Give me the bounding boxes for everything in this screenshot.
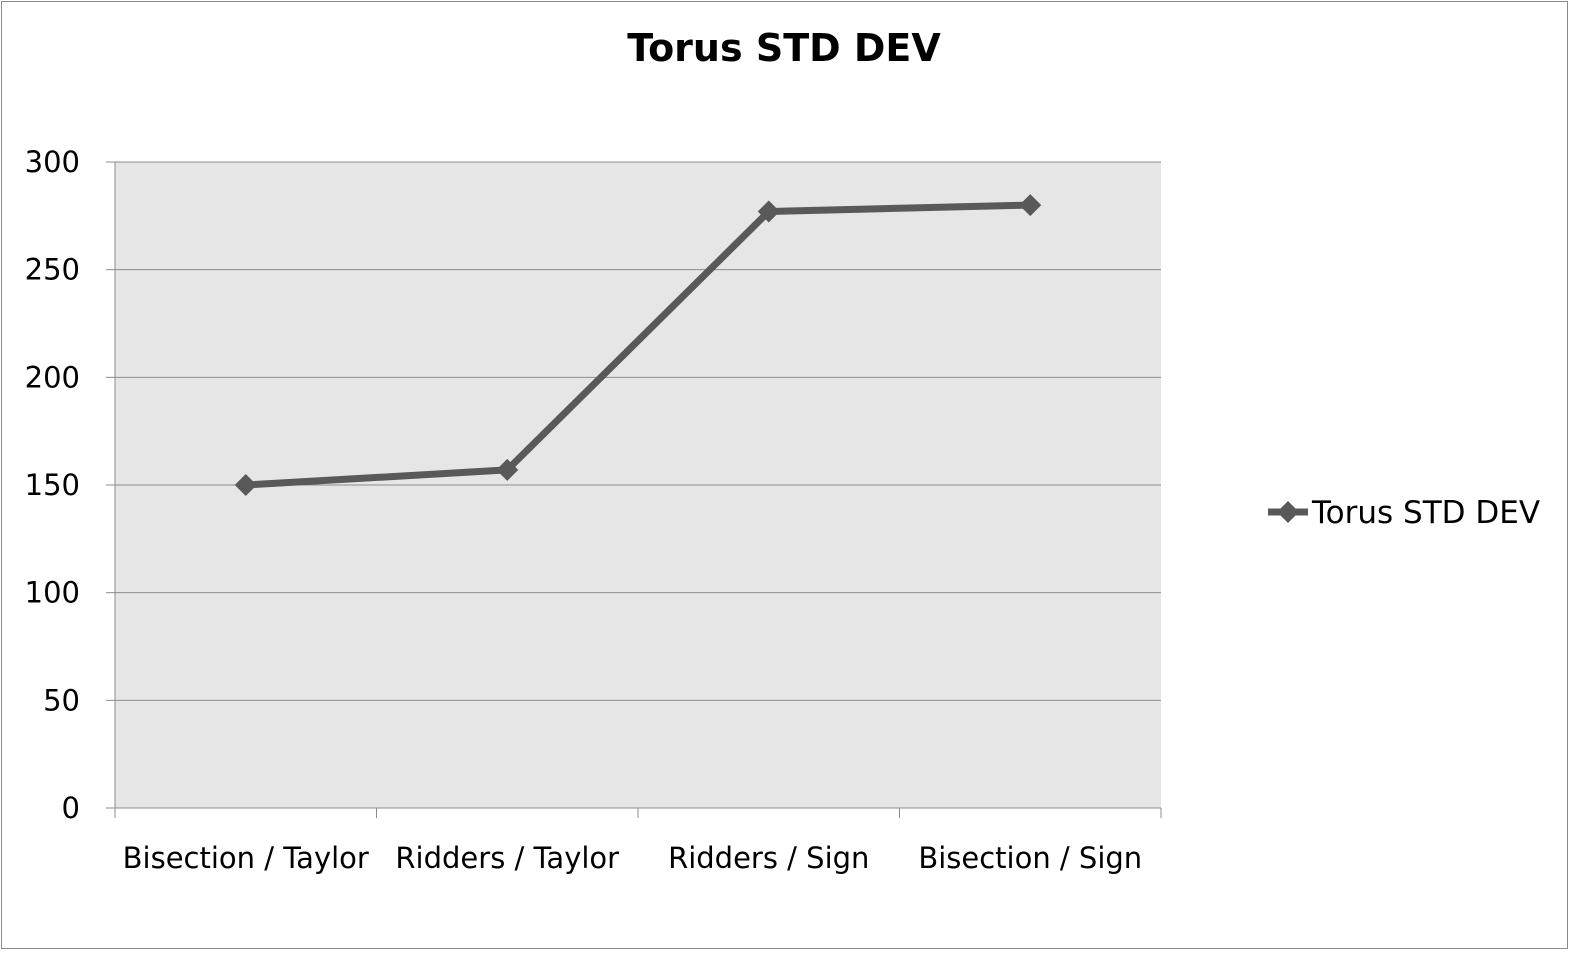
y-tick-label: 250	[25, 253, 80, 287]
y-tick-label: 200	[25, 360, 80, 394]
y-tick-label: 150	[25, 468, 80, 502]
series-layer	[234, 194, 1042, 496]
series-line	[242, 201, 1034, 489]
y-tick-label: 0	[62, 791, 80, 825]
axes: 0 50 100 150 200 250 300 Bisection / Taylor Ridd…	[25, 145, 1162, 875]
data-point-marker	[234, 474, 257, 496]
data-point-marker	[757, 200, 780, 223]
legend-label: Torus STD DEV	[1311, 495, 1540, 531]
legend-swatch-marker	[1277, 501, 1299, 523]
legend: Torus STD DEV	[1268, 495, 1540, 531]
y-tick-label: 100	[25, 576, 80, 610]
x-tick-label: Ridders / Sign	[668, 841, 869, 875]
data-point-marker	[1019, 194, 1042, 217]
y-tick-label: 300	[25, 145, 80, 179]
y-tick-label: 50	[43, 683, 80, 717]
x-tick-label: Bisection / Sign	[918, 841, 1142, 875]
data-point-marker	[496, 458, 519, 481]
x-tick-label: Ridders / Taylor	[395, 841, 619, 875]
x-tick-label: Bisection / Taylor	[123, 841, 369, 875]
chart-title: Torus STD DEV	[627, 26, 941, 70]
